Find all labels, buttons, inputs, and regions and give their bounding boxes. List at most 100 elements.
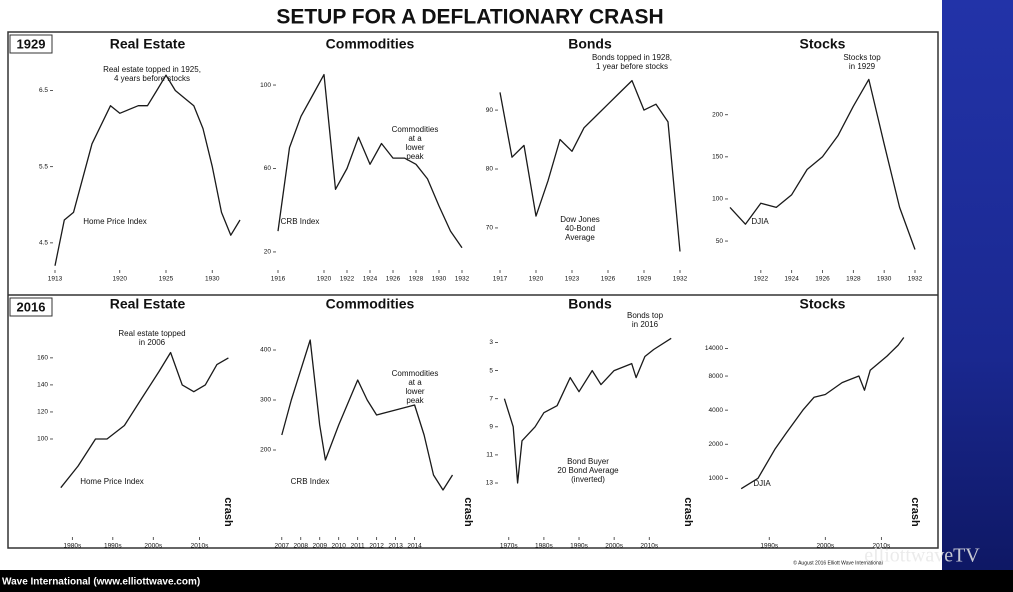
x-tick-label: 2011 [351,543,365,550]
y-tick-label: 100 [260,82,271,89]
x-tick-label: 1924 [363,276,378,283]
price-line [60,351,229,489]
y-tick-label: 200 [712,111,723,118]
y-tick-label: 1000 [709,475,724,482]
price-line [503,337,672,484]
annotation: 1 year before stocks [596,62,668,71]
panel-title: Stocks [800,36,846,52]
annotation: Dow Jones [560,215,600,224]
panel-title: Commodities [326,36,415,52]
panel-title: Stocks [800,296,846,312]
panel-title: Commodities [326,296,415,312]
annotation: Bond Buyer [567,457,609,466]
annotation: at a [408,134,422,143]
annotation: Commodities [392,125,439,134]
annotation: Real estate topped [118,329,185,338]
x-tick-label: 2010s [873,543,891,550]
x-tick-label: 2007 [275,543,290,550]
annotation: CRB Index [291,477,330,486]
x-tick-label: 2014 [407,543,422,550]
y-tick-label: 90 [486,107,494,114]
y-tick-label: 300 [260,397,271,404]
y-tick-label: 11 [486,452,493,459]
x-tick-label: 1924 [784,276,799,283]
y-tick-label: 7 [489,395,493,402]
annotation: Commodities [392,369,439,378]
annotation: Real estate topped in 1925, [103,65,201,74]
y-tick-label: 200 [260,447,271,454]
y-tick-label: 60 [264,165,272,172]
row-label-box [9,297,53,317]
x-tick-label: 1913 [48,276,63,283]
annotation: in 2006 [139,338,166,347]
caption-bar [0,570,1013,592]
y-tick-label: 14000 [705,345,723,352]
crash-label: crash [462,497,474,527]
annotation: 4 years before stocks [114,74,190,83]
x-tick-label: 1920 [529,276,544,283]
annotation: (inverted) [571,475,605,484]
annotation: Bonds top [627,311,664,320]
y-tick-label: 2000 [709,441,724,448]
slide [0,0,942,570]
crash-label: crash [222,497,234,527]
x-tick-label: 1925 [159,276,174,283]
price-line [729,78,916,250]
y-tick-label: 5 [489,367,493,374]
y-tick-label: 400 [260,347,271,354]
x-tick-label: 1920 [317,276,332,283]
x-tick-label: 1932 [673,276,688,283]
x-tick-label: 1926 [601,276,616,283]
y-tick-label: 80 [486,166,494,173]
annotation: Home Price Index [83,217,147,226]
annotation: in 2016 [632,320,659,329]
x-tick-label: 1928 [846,276,861,283]
annotation: DJIA [751,217,769,226]
frame [7,31,939,549]
panel-title: Real Estate [110,36,186,52]
y-tick-label: 120 [37,409,48,416]
y-tick-label: 160 [37,355,48,362]
x-tick-label: 2012 [369,543,384,550]
annotation: Bonds topped in 1928, [592,53,672,62]
x-tick-label: 2013 [388,543,403,550]
y-tick-label: 100 [37,436,48,443]
annotation: peak [406,152,424,161]
annotation: Average [565,233,595,242]
y-tick-label: 6.5 [39,87,48,94]
annotation: lower [405,143,424,152]
x-tick-label: 1926 [386,276,401,283]
price-line [54,74,241,266]
annotation: in 1929 [849,62,876,71]
price-line [277,73,463,249]
annotation: Home Price Index [80,477,144,486]
x-tick-label: 1930 [205,276,220,283]
panel-title: Bonds [568,36,612,52]
x-tick-label: 1980s [535,543,553,550]
x-tick-label: 1922 [754,276,769,283]
x-tick-label: 1930 [877,276,892,283]
x-tick-label: 1930 [432,276,447,283]
x-tick-label: 1990s [104,543,122,550]
price-line [281,339,454,491]
annotation: 20 Bond Average [557,466,619,475]
x-tick-label: 2010 [331,543,346,550]
price-line [499,79,681,252]
row-label: 1929 [17,36,46,51]
price-line [740,337,905,490]
row-label-box [9,34,53,54]
caption-text: Wave International (www.elliottwave.com) [2,577,200,588]
copyright: © August 2016 Elliott Wave International [793,559,882,566]
panel-title: Real Estate [110,296,186,312]
slide-title: SETUP FOR A DEFLATIONARY CRASH [276,6,663,29]
x-tick-label: 1926 [815,276,830,283]
y-tick-label: 50 [716,238,724,245]
x-tick-label: 1932 [455,276,470,283]
x-tick-label: 2010s [640,543,658,550]
annotation: 40-Bond [565,224,595,233]
x-tick-label: 2009 [312,543,327,550]
x-tick-label: 1923 [565,276,580,283]
panel-title: Bonds [568,296,612,312]
annotation: Stocks top [843,53,881,62]
y-tick-label: 20 [264,249,272,256]
